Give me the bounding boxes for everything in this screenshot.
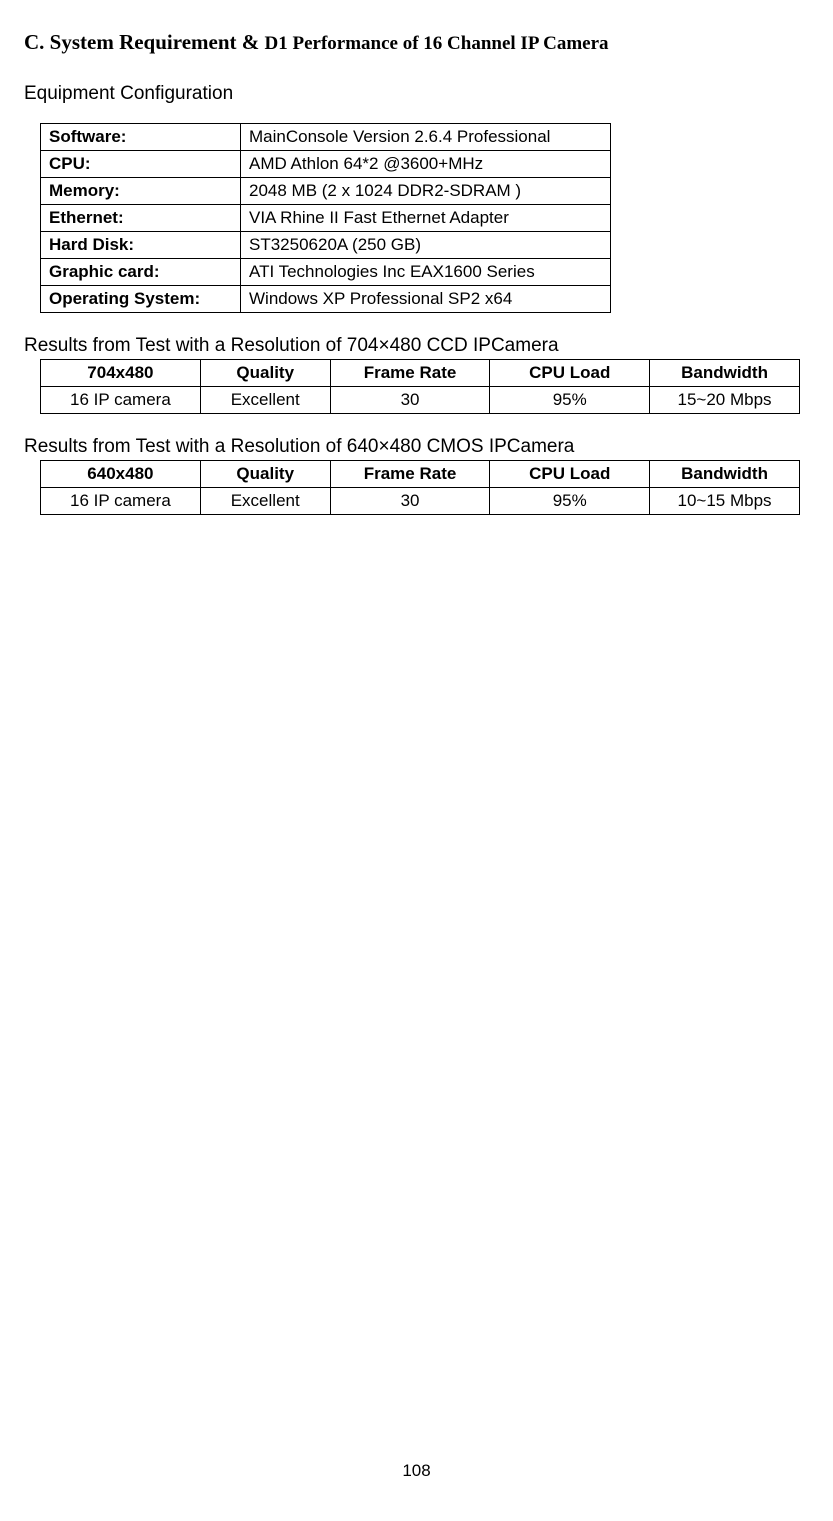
equipment-config-table: Software: MainConsole Version 2.6.4 Prof… bbox=[40, 123, 611, 313]
result1-title: Results from Test with a Resolution of 7… bbox=[24, 335, 809, 357]
config-label: CPU: bbox=[41, 151, 241, 178]
heading-suffix: D1 Performance of 16 Channel IP Camera bbox=[265, 33, 609, 54]
table-row: Memory: 2048 MB (2 x 1024 DDR2-SDRAM ) bbox=[41, 178, 611, 205]
config-label: Graphic card: bbox=[41, 259, 241, 286]
result2-cell: Excellent bbox=[200, 488, 330, 515]
result1-cell: 30 bbox=[330, 387, 490, 414]
result2-title: Results from Test with a Resolution of 6… bbox=[24, 436, 809, 458]
equipment-config-title: Equipment Configuration bbox=[24, 83, 809, 105]
result1-table: 704x480 Quality Frame Rate CPU Load Band… bbox=[40, 359, 800, 414]
result1-header: Frame Rate bbox=[330, 360, 490, 387]
result1-cell: Excellent bbox=[200, 387, 330, 414]
result2-cell: 10~15 Mbps bbox=[650, 488, 800, 515]
table-row: Hard Disk: ST3250620A (250 GB) bbox=[41, 232, 611, 259]
result2-header: 640x480 bbox=[41, 461, 201, 488]
heading-prefix: C. System Requirement & bbox=[24, 30, 265, 54]
config-value: ATI Technologies Inc EAX1600 Series bbox=[241, 259, 611, 286]
table-header-row: 704x480 Quality Frame Rate CPU Load Band… bbox=[41, 360, 800, 387]
result2-header: Bandwidth bbox=[650, 461, 800, 488]
config-label: Ethernet: bbox=[41, 205, 241, 232]
table-row: Graphic card: ATI Technologies Inc EAX16… bbox=[41, 259, 611, 286]
config-value: AMD Athlon 64*2 @3600+MHz bbox=[241, 151, 611, 178]
result1-header: Bandwidth bbox=[650, 360, 800, 387]
result1-header: 704x480 bbox=[41, 360, 201, 387]
result2-cell: 95% bbox=[490, 488, 650, 515]
config-value: VIA Rhine II Fast Ethernet Adapter bbox=[241, 205, 611, 232]
config-value: Windows XP Professional SP2 x64 bbox=[241, 286, 611, 313]
table-row: Operating System: Windows XP Professiona… bbox=[41, 286, 611, 313]
result2-header: Frame Rate bbox=[330, 461, 490, 488]
result2-header: Quality bbox=[200, 461, 330, 488]
result2-table: 640x480 Quality Frame Rate CPU Load Band… bbox=[40, 460, 800, 515]
result2-cell: 16 IP camera bbox=[41, 488, 201, 515]
config-label: Hard Disk: bbox=[41, 232, 241, 259]
table-row: Software: MainConsole Version 2.6.4 Prof… bbox=[41, 124, 611, 151]
table-row: CPU: AMD Athlon 64*2 @3600+MHz bbox=[41, 151, 611, 178]
table-row: 16 IP camera Excellent 30 95% 10~15 Mbps bbox=[41, 488, 800, 515]
table-row: 16 IP camera Excellent 30 95% 15~20 Mbps bbox=[41, 387, 800, 414]
config-label: Software: bbox=[41, 124, 241, 151]
result1-header: CPU Load bbox=[490, 360, 650, 387]
config-value: ST3250620A (250 GB) bbox=[241, 232, 611, 259]
result1-cell: 16 IP camera bbox=[41, 387, 201, 414]
result2-cell: 30 bbox=[330, 488, 490, 515]
result1-cell: 15~20 Mbps bbox=[650, 387, 800, 414]
result2-header: CPU Load bbox=[490, 461, 650, 488]
section-heading: C. System Requirement & D1 Performance o… bbox=[24, 30, 809, 55]
table-row: Ethernet: VIA Rhine II Fast Ethernet Ada… bbox=[41, 205, 611, 232]
config-value: 2048 MB (2 x 1024 DDR2-SDRAM ) bbox=[241, 178, 611, 205]
config-label: Memory: bbox=[41, 178, 241, 205]
table-header-row: 640x480 Quality Frame Rate CPU Load Band… bbox=[41, 461, 800, 488]
page-number: 108 bbox=[0, 1461, 833, 1481]
result1-cell: 95% bbox=[490, 387, 650, 414]
result1-header: Quality bbox=[200, 360, 330, 387]
config-value: MainConsole Version 2.6.4 Professional bbox=[241, 124, 611, 151]
config-label: Operating System: bbox=[41, 286, 241, 313]
